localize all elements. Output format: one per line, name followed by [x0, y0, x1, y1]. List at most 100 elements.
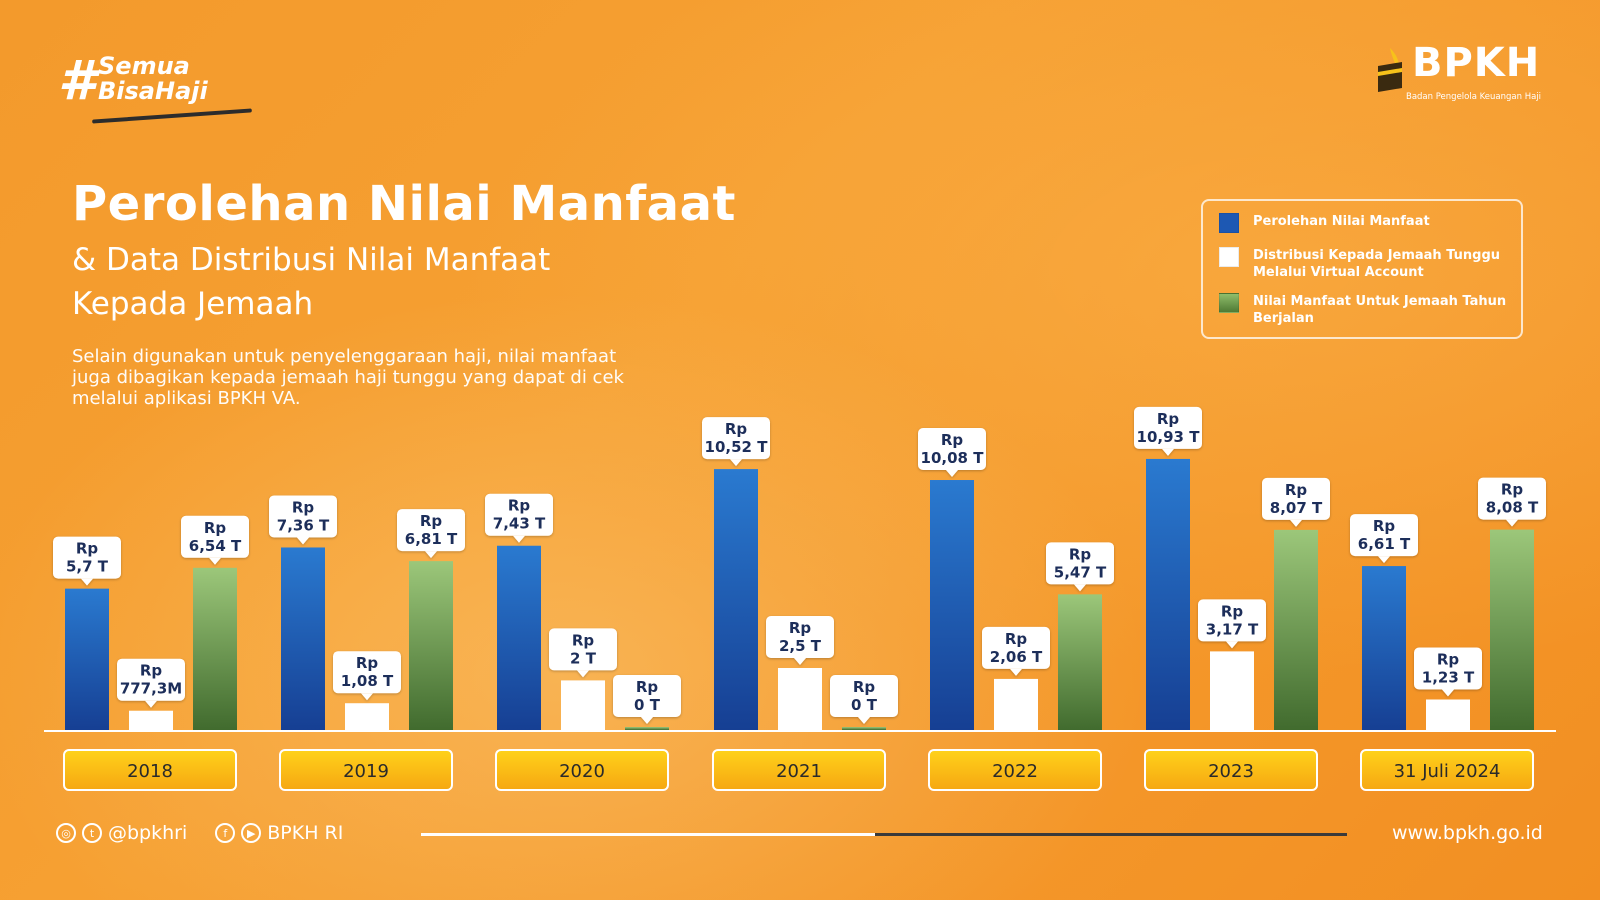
- data-label-prefix: Rp: [1373, 517, 1396, 535]
- bar-2019-s2: [409, 561, 453, 730]
- bar-31-juli-2024-s1: [1426, 699, 1470, 730]
- bar-2023-s0: [1146, 458, 1190, 730]
- logo-subtitle: Badan Pengelola Keuangan Haji: [1406, 92, 1542, 102]
- data-label-value: 10,52 T: [705, 438, 769, 456]
- social-name[interactable]: BPKH RI: [267, 822, 344, 844]
- bar-31-juli-2024-s0: [1362, 566, 1406, 730]
- twitter-icon[interactable]: t: [82, 823, 102, 843]
- data-label-prefix: Rp: [853, 678, 876, 696]
- description: Selain digunakan untuk penyelenggaraan h…: [72, 346, 624, 409]
- bar-2022-s0: [930, 480, 974, 730]
- data-label-prefix: Rp: [292, 498, 315, 516]
- instagram-icon[interactable]: ◎: [56, 823, 76, 843]
- year-pill: [712, 749, 886, 791]
- category-label: 2021: [776, 761, 822, 782]
- category-label: 2022: [992, 761, 1038, 782]
- bar-2023-s1: [1210, 651, 1254, 730]
- hashtag-logo: # Semua BisaHaji: [52, 48, 262, 124]
- data-label-value: 5,7 T: [66, 558, 109, 576]
- data-label: Rp2,5 T: [766, 616, 834, 665]
- data-label: Rp0 T: [613, 675, 681, 724]
- page-subtitle: & Data Distribusi Nilai Manfaat Kepada J…: [72, 238, 632, 326]
- bar-2018-s0: [65, 588, 109, 730]
- data-label-prefix: Rp: [508, 497, 531, 515]
- data-label-value: 3,17 T: [1206, 620, 1259, 638]
- data-label-prefix: Rp: [140, 662, 163, 680]
- data-label-prefix: Rp: [1501, 481, 1524, 499]
- data-label-value: 6,81 T: [405, 530, 458, 548]
- category-label: 2023: [1208, 761, 1254, 782]
- bpkh-logo-icon: [1378, 48, 1402, 92]
- logo-name: BPKH: [1412, 40, 1541, 86]
- data-label-prefix: Rp: [941, 431, 964, 449]
- data-label-prefix: Rp: [725, 420, 748, 438]
- progress-bar: [421, 833, 1347, 836]
- data-label-prefix: Rp: [356, 654, 379, 672]
- data-label-value: 5,47 T: [1054, 563, 1107, 581]
- year-pill: [1144, 749, 1318, 791]
- data-label: Rp1,23 T: [1414, 647, 1482, 697]
- data-label-prefix: Rp: [1437, 650, 1460, 668]
- social-handle[interactable]: @bpkhri: [108, 822, 188, 844]
- data-label: Rp2,06 T: [982, 626, 1050, 676]
- data-label-value: 8,07 T: [1270, 499, 1323, 517]
- bar-2020-s1: [561, 680, 605, 730]
- data-label-value: 10,08 T: [921, 449, 985, 467]
- bar-2019-s0: [281, 547, 325, 730]
- bar-31-juli-2024-s2: [1490, 529, 1534, 730]
- data-label-prefix: Rp: [789, 619, 812, 637]
- youtube-icon[interactable]: ▶: [241, 823, 262, 843]
- year-pill: [63, 749, 237, 791]
- bar-2019-s1: [345, 703, 389, 730]
- category-label: 2020: [559, 761, 605, 782]
- data-label-prefix: Rp: [1285, 481, 1308, 499]
- category-label: 2019: [343, 761, 389, 782]
- data-label: Rp5,47 T: [1046, 542, 1114, 592]
- data-label-prefix: Rp: [572, 631, 595, 649]
- bar-2018-s2: [193, 567, 237, 730]
- data-label: Rp6,54 T: [181, 515, 249, 565]
- data-label: Rp8,07 T: [1262, 477, 1330, 527]
- hashtag-line2: BisaHaji: [98, 77, 208, 105]
- facebook-icon[interactable]: f: [215, 823, 236, 843]
- year-pill: [928, 749, 1102, 791]
- data-label-value: 0 T: [851, 696, 878, 714]
- bar-2020-s2: [625, 727, 669, 730]
- bar-2021-s1: [778, 668, 822, 730]
- data-label-value: 2 T: [570, 649, 597, 667]
- year-pill: [495, 749, 669, 791]
- data-label-value: 1,23 T: [1422, 668, 1475, 686]
- legend-swatch: [1219, 213, 1239, 233]
- data-label: Rp3,17 T: [1198, 599, 1266, 649]
- hashtag-line1: Semua: [98, 52, 190, 80]
- data-label-value: 6,61 T: [1358, 535, 1411, 553]
- data-label-value: 2,06 T: [990, 648, 1043, 666]
- website-link[interactable]: www.bpkh.go.id: [1392, 822, 1543, 844]
- page-title: Perolehan Nilai Manfaat: [72, 176, 736, 232]
- legend-label: Distribusi Kepada Jemaah Tunggu Melalui …: [1253, 248, 1501, 280]
- data-label: Rp7,36 T: [269, 495, 337, 545]
- legend-swatch: [1219, 293, 1239, 313]
- legend-label: Nilai Manfaat Untuk Jemaah Tahun Berjala…: [1253, 294, 1507, 326]
- data-label-prefix: Rp: [1005, 630, 1028, 648]
- legend-item-tahun-berjalan: Nilai Manfaat Untuk Jemaah Tahun Berjala…: [1219, 293, 1515, 327]
- year-pill: [1360, 749, 1534, 791]
- bar-2021-s0: [714, 469, 758, 730]
- legend-item-distribusi: Distribusi Kepada Jemaah Tunggu Melalui …: [1219, 247, 1515, 281]
- data-label: Rp6,61 T: [1350, 514, 1418, 564]
- legend-label: Perolehan Nilai Manfaat: [1253, 214, 1430, 229]
- data-label-value: 10,93 T: [1137, 428, 1201, 446]
- chart-legend: Perolehan Nilai Manfaat Distribusi Kepad…: [1201, 199, 1523, 339]
- progress-fill: [874, 833, 1347, 836]
- category-label: 2018: [127, 761, 173, 782]
- legend-item-perolehan: Perolehan Nilai Manfaat: [1219, 213, 1515, 233]
- data-label-prefix: Rp: [636, 678, 659, 696]
- year-pill: [279, 749, 453, 791]
- data-label-value: 7,43 T: [493, 515, 546, 533]
- data-label: Rp2 T: [549, 628, 617, 678]
- data-label-value: 6,54 T: [189, 537, 242, 555]
